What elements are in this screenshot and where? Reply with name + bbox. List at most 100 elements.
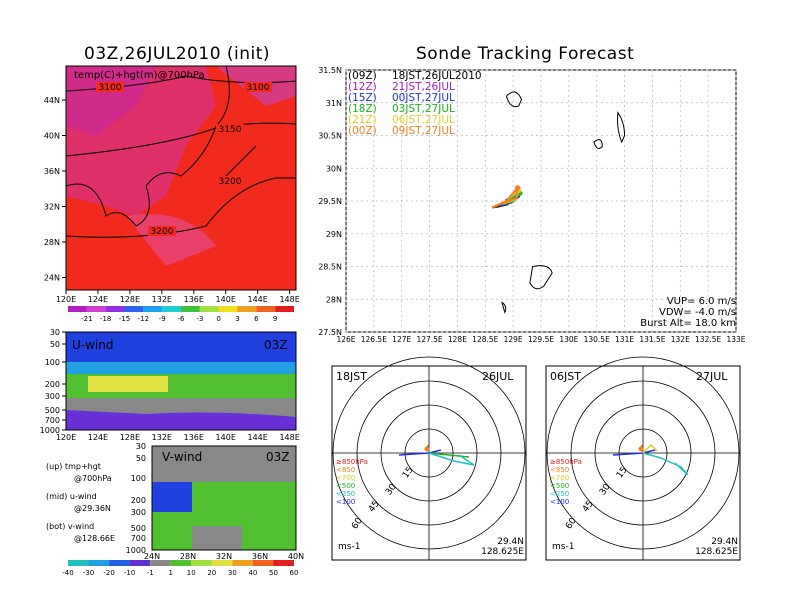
- uwind-lev-label: 300: [45, 392, 60, 401]
- wind-colorbar-swatch: [211, 560, 233, 566]
- uwind-lev-label: 500: [45, 406, 60, 415]
- contour-label-bg: [216, 176, 244, 186]
- colorbar-label: 3: [235, 315, 239, 323]
- contour-label: 3200: [219, 177, 242, 187]
- uwind-lon-label: 128E: [120, 433, 140, 442]
- uwind-lon-label: 144E: [248, 433, 268, 442]
- track-lat-label: 30.5N: [318, 132, 342, 141]
- hodograph-level-legend: <700: [336, 474, 355, 482]
- track-lat-label: 28.5N: [318, 263, 342, 272]
- vwind-lat-label: 40N: [288, 552, 304, 561]
- hodo1-lon: 128.625E: [481, 547, 524, 557]
- uwind-lon-label: 120E: [56, 433, 76, 442]
- island-outline: [529, 265, 553, 290]
- hodograph-level-legend: <100: [336, 498, 355, 506]
- legend-jst: 00JST,27JUL: [392, 92, 455, 104]
- vwind-lev-label: 1000: [126, 546, 146, 555]
- map-overlay-label: temp(C)+hgt(m)@700hPa: [74, 70, 205, 81]
- hodograph-trace-high: [428, 452, 475, 466]
- colorbar-swatch: [68, 306, 87, 312]
- uwind-band-mid: [66, 362, 296, 374]
- track-lon-label: 131E: [615, 335, 634, 344]
- track-lon-label: 131.5E: [639, 335, 665, 344]
- track-lon-label: 126E: [336, 335, 355, 344]
- lat-tick-label: 36N: [44, 167, 60, 176]
- contour-label-bg: [148, 226, 176, 236]
- wind-colorbar-swatch: [68, 560, 89, 566]
- colorbar-label: 9: [273, 315, 277, 323]
- island-outline: [593, 139, 603, 149]
- lon-tick-label: 144E: [248, 295, 268, 304]
- track-lat-label: 31N: [326, 99, 342, 108]
- vwind-blue: [152, 482, 192, 512]
- vwind-lev-label: 300: [131, 508, 146, 517]
- lon-tick-label: 132E: [152, 295, 172, 304]
- uwind-lon-label: 136E: [184, 433, 204, 442]
- track-lon-label: 128.5E: [472, 335, 498, 344]
- track-lon-label: 129E: [504, 335, 523, 344]
- vwind-lat-label: 36N: [252, 552, 268, 561]
- vwind-lev-label: 30: [136, 442, 146, 451]
- lon-tick-label: 148E: [279, 295, 299, 304]
- note-bot-2: @128.66E: [74, 534, 116, 543]
- uwind-lev-label: 100: [45, 358, 60, 367]
- vwind-lat-label: 32N: [216, 552, 232, 561]
- wind-colorbar-label: -40: [62, 569, 73, 577]
- uwind-lev-label: 30: [50, 328, 60, 337]
- wind-colorbar-label: -10: [124, 569, 135, 577]
- colorbar-swatch: [181, 306, 200, 312]
- param-vdw: VDW= -4.0 m/s: [659, 307, 736, 318]
- lon-tick-label: 140E: [216, 295, 236, 304]
- hodo2-lon: 128.625E: [695, 547, 738, 557]
- contour-label: 3150: [219, 125, 242, 135]
- track-lat-label: 29N: [326, 230, 342, 239]
- legend-utc: (21Z): [348, 114, 377, 126]
- colorbar-swatch: [237, 306, 257, 312]
- lon-tick-label: 128E: [120, 295, 140, 304]
- uwind-band-yellow: [88, 376, 168, 392]
- wind-colorbar-swatch: [191, 560, 212, 566]
- vwind-lev-label: 100: [131, 474, 146, 483]
- note-mid-2: @29.36N: [74, 504, 111, 513]
- track-lon-label: 132.5E: [695, 335, 721, 344]
- vwind-lev-label: 500: [131, 524, 146, 533]
- param-vup: VUP= 6.0 m/s: [666, 296, 736, 307]
- hodograph-level-legend: <100: [550, 498, 569, 506]
- legend-row: (21Z) 06JST,27JUL: [348, 115, 482, 126]
- wind-colorbar-swatch: [170, 560, 192, 566]
- uwind-lon-label: 124E: [88, 433, 108, 442]
- lat-tick-label: 40N: [44, 132, 60, 141]
- track-lon-label: 126.5E: [361, 335, 387, 344]
- colorbar-swatch: [275, 306, 294, 312]
- colorbar-label: -12: [138, 315, 149, 323]
- uwind-label: U-wind: [72, 338, 114, 352]
- hodo1-units: ms-1: [338, 542, 361, 552]
- wind-colorbar-swatch: [273, 560, 294, 566]
- colorbar-swatch: [162, 306, 181, 312]
- contour-label-bg: [244, 82, 272, 92]
- wind-colorbar-swatch: [109, 560, 130, 566]
- colorbar-swatch: [256, 306, 276, 312]
- hodograph-level-legend: <700: [550, 474, 569, 482]
- track-lon-label: 127E: [392, 335, 411, 344]
- colorbar-swatch: [124, 306, 144, 312]
- legend-utc: (00Z): [348, 125, 377, 137]
- legend-jst: 06JST,27JUL: [392, 114, 455, 126]
- wind-colorbar-swatch: [129, 560, 151, 566]
- colorbar-label: -21: [81, 315, 92, 323]
- legend-row: (09Z) 18JST,26JUL2010: [348, 71, 482, 82]
- uwind-band-top: [66, 332, 296, 362]
- uwind-lev-label: 700: [45, 416, 60, 425]
- vwind-frame: [151, 445, 297, 551]
- note-up-1: (up) tmp+hgt: [46, 462, 101, 471]
- note-mid-1: (mid) u-wind: [46, 492, 97, 501]
- legend-utc: (12Z): [348, 81, 377, 93]
- lon-tick-label: 136E: [184, 295, 204, 304]
- track-legend: (09Z) 18JST,26JUL2010 (12Z) 21JST,26JUL (1…: [348, 71, 482, 137]
- contour-3150: [65, 122, 297, 157]
- track-lat-label: 31.5N: [318, 66, 342, 75]
- hodo2-lat: 29.4N: [711, 537, 738, 547]
- hodograph-launch-dot: [424, 446, 430, 452]
- vwind-lev-label: 50: [136, 454, 146, 463]
- uwind-lon-label: 148E: [279, 433, 299, 442]
